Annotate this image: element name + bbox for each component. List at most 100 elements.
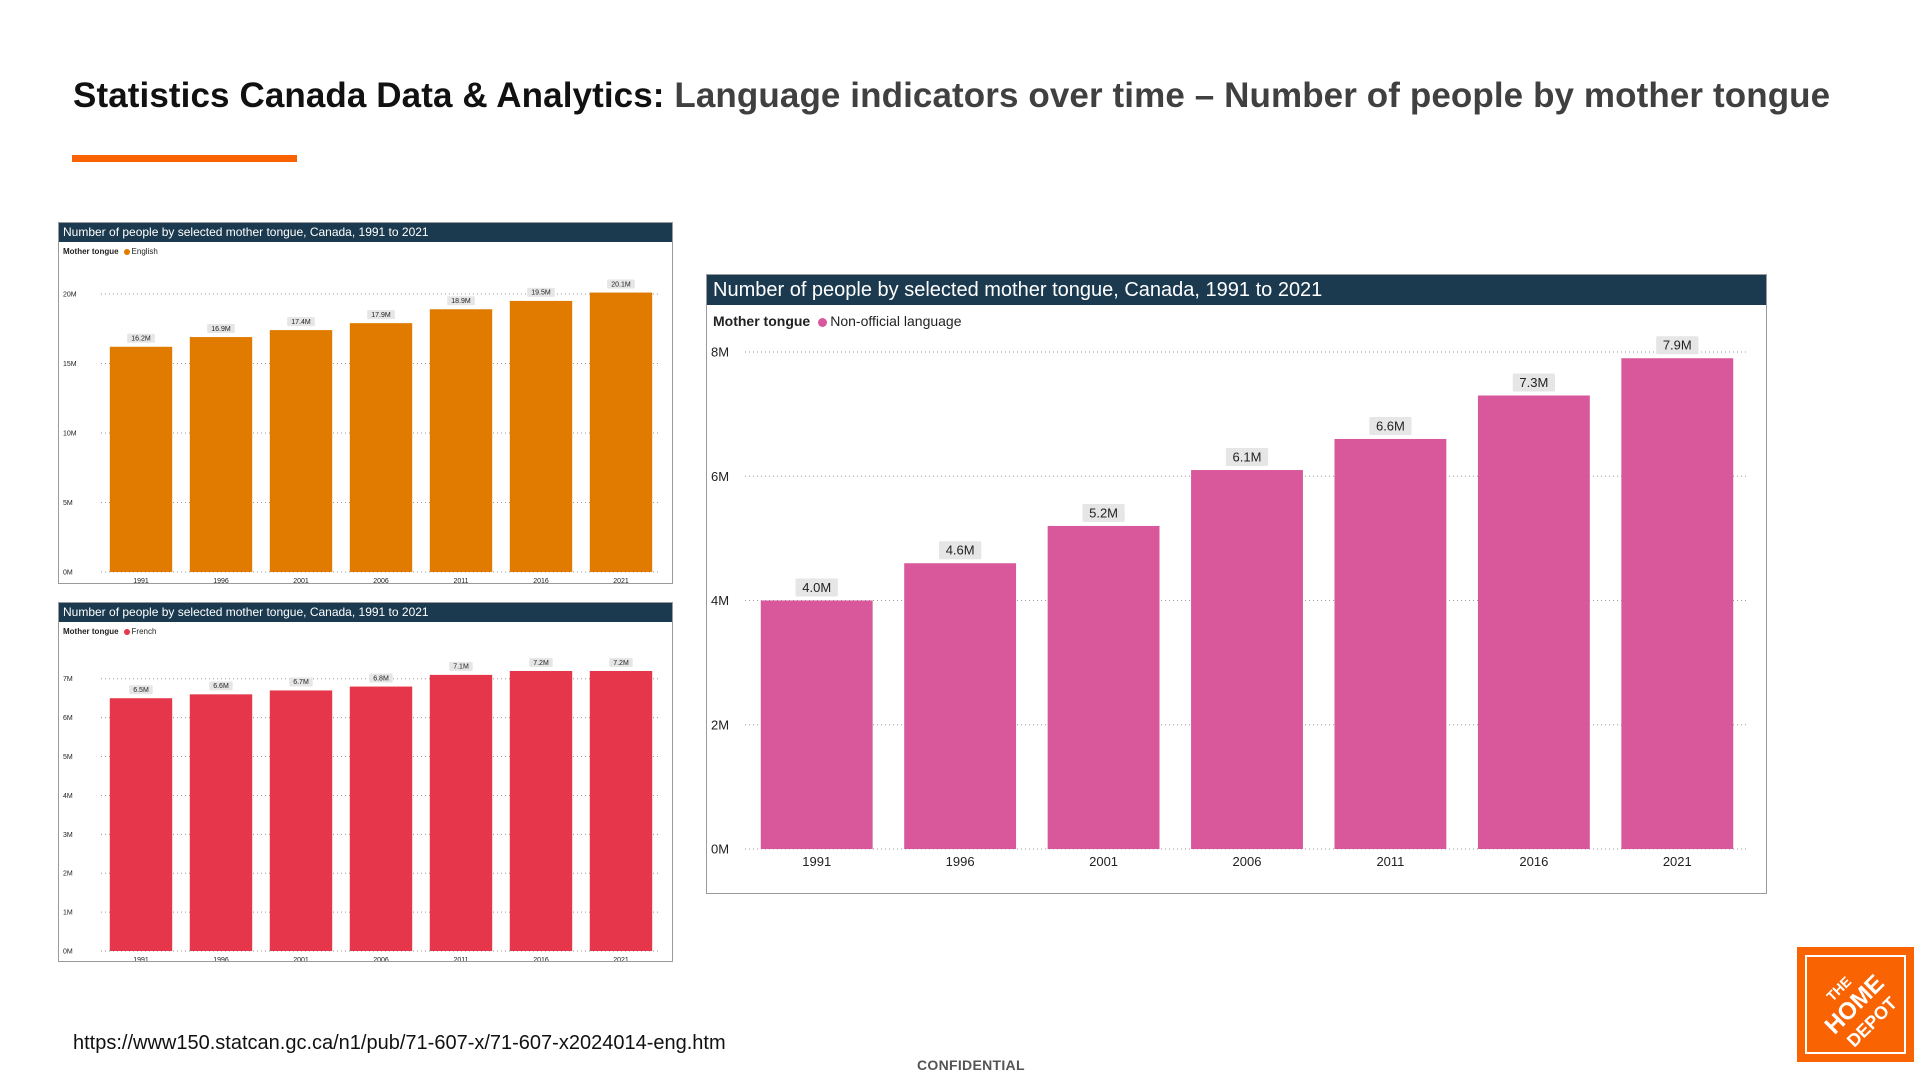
data-label: 16.2M (131, 336, 151, 343)
data-label-box (447, 296, 475, 306)
x-tick-label: 2011 (1376, 854, 1404, 869)
chart-legend: Mother tongue English (63, 247, 158, 256)
y-tick-label: 0M (63, 948, 73, 955)
chart-plot: 0M 5M 10M 15M 20M 16.2M 1991 16.9M 1996 17.4M 2001… (63, 279, 661, 583)
y-tick-label: 3M (63, 832, 73, 839)
slide-title-lead: Statistics Canada Data & Analytics: (73, 76, 665, 115)
data-label-box (367, 310, 395, 320)
data-label: 20.1M (611, 281, 631, 288)
bar (509, 300, 573, 572)
data-label: 7.2M (533, 660, 549, 667)
data-label: 19.5M (531, 290, 551, 297)
data-label-box (129, 685, 153, 695)
x-tick-label: 2006 (373, 578, 389, 583)
bar (904, 563, 1017, 849)
data-label: 6.7M (293, 679, 309, 686)
x-tick-label: 1996 (213, 578, 229, 583)
legend-series-name: French (131, 627, 157, 636)
data-label: 7.1M (453, 664, 469, 671)
y-tick-label: 5M (63, 754, 73, 761)
data-label: 16.9M (211, 326, 231, 333)
home-depot-logo: THE HOME DEPOT (1797, 947, 1914, 1062)
bar (1191, 470, 1303, 849)
data-label-box (207, 324, 235, 334)
bar (429, 674, 493, 951)
legend-series-name: English (131, 247, 158, 256)
bar (189, 337, 253, 572)
data-label-box (939, 541, 982, 560)
x-tick-label: 2001 (293, 957, 309, 961)
y-tick-label: 7M (63, 676, 73, 683)
data-label-box (1512, 373, 1555, 392)
data-label-box (607, 279, 635, 289)
bar (509, 671, 573, 951)
x-tick-label: 2001 (1089, 854, 1118, 869)
bar (269, 330, 333, 572)
data-label-box (127, 333, 155, 343)
confidential-label: CONFIDENTIAL (917, 1057, 1025, 1073)
x-tick-label: 2021 (613, 578, 629, 583)
data-label-box (287, 317, 315, 327)
x-tick-label: 1996 (946, 854, 975, 869)
bar (1047, 525, 1160, 849)
data-label: 18.9M (451, 298, 471, 305)
x-tick-label: 1991 (802, 854, 831, 869)
data-label: 17.9M (371, 312, 391, 319)
data-label: 4.0M (802, 580, 831, 595)
legend-title: Mother tongue (63, 627, 119, 636)
data-label-box (369, 673, 393, 683)
chart-title: Number of people by selected mother tong… (707, 275, 1766, 305)
data-label-box (1225, 448, 1269, 467)
x-tick-label: 2006 (373, 957, 389, 961)
legend-series-name: Non-official language (830, 313, 962, 329)
data-label: 7.2M (613, 660, 629, 667)
data-label-box (209, 681, 233, 691)
bar (109, 698, 173, 951)
slide-title-rest: Language indicators over time – Number o… (674, 76, 1831, 115)
y-tick-label: 6M (63, 715, 73, 722)
legend-title: Mother tongue (713, 313, 811, 329)
data-label-box (529, 658, 553, 667)
source-url: https://www150.statcan.gc.ca/n1/pub/71-6… (73, 1032, 726, 1054)
chart-french: Number of people by selected mother tong… (58, 602, 673, 962)
data-label-box (609, 658, 633, 667)
x-tick-label: 2011 (453, 957, 468, 961)
chart-title: Number of people by selected mother tong… (59, 223, 672, 242)
data-label: 6.1M (1233, 450, 1262, 465)
x-tick-label: 2011 (453, 578, 468, 583)
bar (349, 686, 413, 951)
title-accent-bar (72, 155, 297, 162)
data-label-box (795, 578, 838, 597)
data-label: 7.3M (1519, 375, 1548, 390)
data-label: 5.2M (1089, 505, 1118, 520)
data-label: 6.5M (133, 687, 149, 694)
x-tick-label: 2001 (293, 578, 309, 583)
data-label: 6.8M (373, 675, 389, 682)
y-tick-label: 0M (711, 842, 729, 857)
bar (1621, 358, 1734, 849)
x-tick-label: 2006 (1233, 854, 1262, 869)
y-tick-label: 6M (711, 469, 729, 484)
x-tick-label: 2021 (1663, 854, 1692, 869)
data-label: 6.6M (1376, 418, 1405, 433)
data-label: 7.9M (1663, 338, 1692, 353)
data-label: 17.4M (291, 319, 311, 326)
x-tick-label: 2016 (1519, 854, 1548, 869)
x-tick-label: 1991 (133, 578, 149, 583)
bar (760, 600, 873, 849)
data-label-box (289, 677, 313, 687)
y-tick-label: 4M (63, 793, 73, 800)
bar (189, 694, 253, 951)
bar (429, 309, 493, 572)
y-tick-label: 1M (63, 910, 73, 917)
y-tick-label: 0M (63, 569, 73, 576)
y-tick-label: 5M (63, 500, 73, 507)
bar (109, 346, 173, 572)
y-tick-label: 15M (63, 361, 77, 368)
legend-swatch (123, 248, 130, 255)
data-label: 6.6M (213, 683, 229, 690)
legend-swatch (123, 628, 130, 635)
bar (269, 690, 333, 951)
data-label: 4.6M (946, 543, 975, 558)
chart-non-official: Number of people by selected mother tong… (706, 274, 1767, 894)
